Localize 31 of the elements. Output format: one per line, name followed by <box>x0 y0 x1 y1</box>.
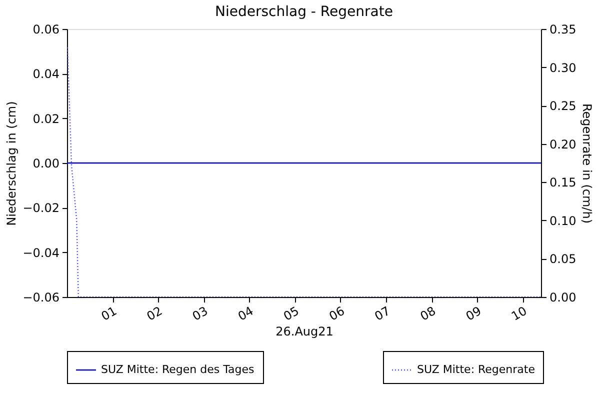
x-tick-label: 03 <box>190 304 210 324</box>
y2-tick-label: 0.25 <box>550 99 576 114</box>
y2-tick-label: 0.05 <box>550 252 576 266</box>
x-tick-label: 02 <box>144 304 165 324</box>
y-tick-label: −0.02 <box>22 201 60 216</box>
y2-tick-label: 0.30 <box>550 60 576 75</box>
y-tick-label: 0.06 <box>32 22 60 36</box>
x-tick-label: 05 <box>281 304 302 324</box>
y-tick-label: −0.04 <box>22 246 60 260</box>
y2-axis-title: Regenrate in (cm/h) <box>580 103 594 224</box>
y2-tick-label: 0.20 <box>550 137 576 152</box>
y-axis-title: Niederschlag in (cm) <box>4 101 19 226</box>
y-tick-label: 0.00 <box>32 156 60 170</box>
legend-label: SUZ Mitte: Regen des Tages <box>101 363 255 376</box>
x-tick-label: 04 <box>236 304 256 324</box>
y-tick-label: 0.04 <box>32 67 60 82</box>
x-tick-label: 09 <box>463 304 484 324</box>
legend-label: SUZ Mitte: Regenrate <box>417 363 536 376</box>
x-tick-label: 08 <box>418 304 438 324</box>
y-tick-label: 0.02 <box>32 112 60 126</box>
x-tick-label: 07 <box>372 304 393 324</box>
y2-tick-label: 0.15 <box>550 176 576 190</box>
y2-tick-label: 0.10 <box>550 214 576 228</box>
x-tick-label: 10 <box>509 304 530 324</box>
x-tick-label: 06 <box>326 304 347 324</box>
x-axis-title: 26.Aug21 <box>276 324 334 339</box>
x-tick-label: 01 <box>98 304 120 324</box>
chart-title: Niederschlag - Regenrate <box>215 4 393 20</box>
y-tick-label: −0.06 <box>22 290 60 304</box>
y2-tick-label: 0.00 <box>550 290 576 304</box>
y2-tick-label: 0.35 <box>550 22 576 36</box>
